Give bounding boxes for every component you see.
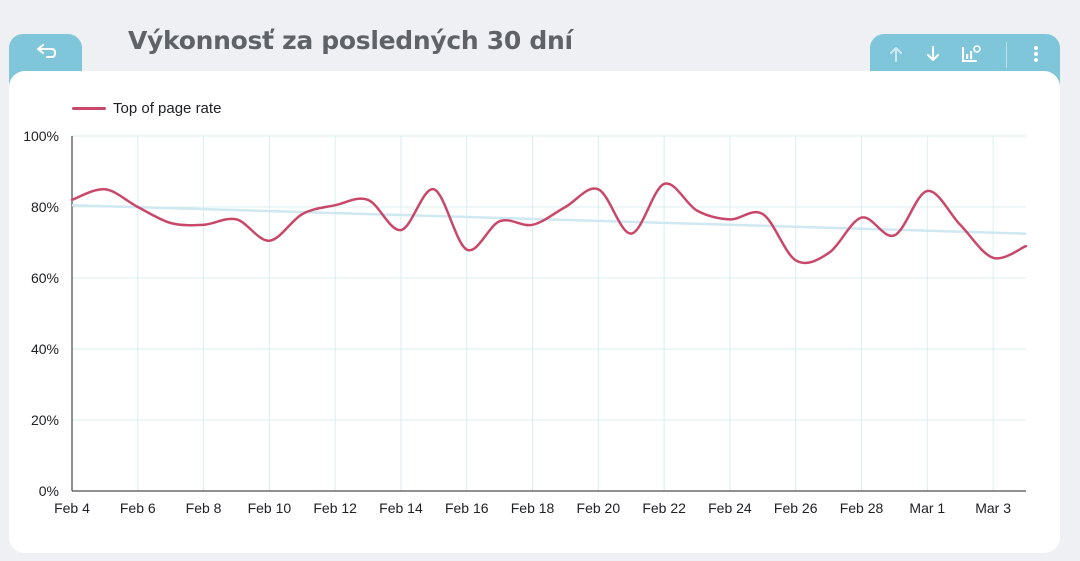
x-tick-label: Feb 12 bbox=[313, 500, 357, 516]
data-point bbox=[827, 251, 831, 255]
x-tick-label: Mar 1 bbox=[909, 500, 945, 516]
data-point bbox=[169, 221, 173, 225]
data-point bbox=[925, 189, 929, 193]
x-tick-label: Feb 6 bbox=[120, 500, 156, 516]
legend-label: Top of page rate bbox=[113, 100, 222, 117]
y-tick-label: 80% bbox=[31, 199, 59, 215]
data-point bbox=[728, 217, 732, 221]
data-point bbox=[695, 209, 699, 213]
more-options-button[interactable] bbox=[1024, 42, 1048, 66]
data-point bbox=[366, 198, 370, 202]
data-point bbox=[662, 182, 666, 186]
series-line bbox=[70, 182, 1028, 265]
y-tick-label: 20% bbox=[31, 412, 59, 428]
data-point bbox=[103, 187, 107, 191]
y-tick-label: 0% bbox=[39, 483, 59, 499]
chart-card bbox=[9, 71, 1060, 553]
x-tick-label: Feb 24 bbox=[708, 500, 752, 516]
chart-legend: Top of page rate bbox=[72, 100, 221, 117]
data-point bbox=[794, 258, 798, 262]
data-point bbox=[892, 233, 896, 237]
trend-line bbox=[71, 203, 1027, 235]
x-tick-label: Feb 18 bbox=[511, 500, 555, 516]
data-point bbox=[860, 216, 864, 220]
x-tick-label: Feb 26 bbox=[774, 500, 818, 516]
data-point bbox=[531, 223, 535, 227]
sort-ascending-button[interactable] bbox=[884, 42, 908, 66]
data-point bbox=[991, 256, 995, 260]
data-point bbox=[629, 232, 633, 236]
x-tick-label: Feb 16 bbox=[445, 500, 489, 516]
y-tick-label: 40% bbox=[31, 341, 59, 357]
data-point bbox=[498, 219, 502, 223]
explore-chart-button[interactable] bbox=[959, 42, 983, 66]
legend-swatch bbox=[72, 107, 106, 110]
data-point bbox=[761, 212, 765, 216]
x-tick-label: Feb 14 bbox=[379, 500, 423, 516]
data-point bbox=[70, 198, 74, 202]
data-point bbox=[596, 187, 600, 191]
undo-arrow-icon bbox=[35, 44, 57, 94]
data-point bbox=[1024, 244, 1028, 248]
y-tick-label: 60% bbox=[31, 270, 59, 286]
data-point bbox=[399, 228, 403, 232]
data-point bbox=[563, 205, 567, 209]
toolbar-divider bbox=[1006, 42, 1007, 68]
x-tick-label: Feb 28 bbox=[840, 500, 884, 516]
data-point bbox=[202, 223, 206, 227]
data-point bbox=[300, 212, 304, 216]
x-tick-label: Mar 3 bbox=[975, 500, 1011, 516]
x-tick-label: Feb 10 bbox=[248, 500, 292, 516]
x-tick-label: Feb 22 bbox=[642, 500, 686, 516]
arrow-up-icon bbox=[890, 47, 902, 62]
data-point bbox=[465, 248, 469, 252]
x-tick-label: Feb 20 bbox=[577, 500, 621, 516]
data-point bbox=[267, 239, 271, 243]
more-vertical-icon bbox=[1034, 46, 1038, 62]
page-title: Výkonnosť za posledných 30 dní bbox=[128, 26, 573, 55]
data-point bbox=[333, 203, 337, 207]
data-point bbox=[958, 223, 962, 227]
data-point bbox=[432, 187, 436, 191]
x-tick-label: Feb 8 bbox=[186, 500, 222, 516]
data-point bbox=[234, 217, 238, 221]
data-point bbox=[136, 205, 140, 209]
arrow-down-icon bbox=[927, 46, 939, 61]
x-tick-label: Feb 4 bbox=[54, 500, 90, 516]
chart-settings-icon bbox=[962, 45, 981, 62]
sort-descending-button[interactable] bbox=[921, 42, 945, 66]
y-tick-label: 100% bbox=[23, 128, 59, 144]
